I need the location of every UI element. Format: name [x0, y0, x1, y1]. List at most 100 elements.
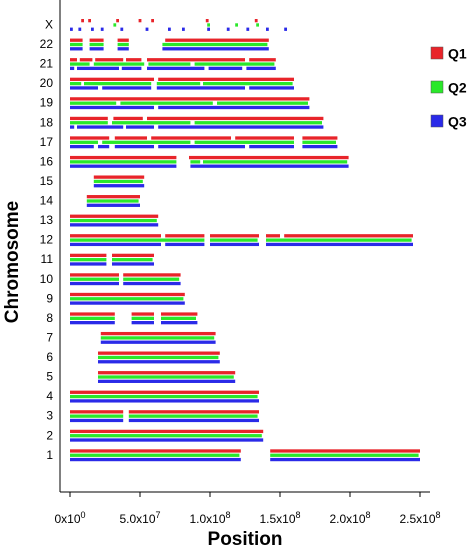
segment-chrx-q1-2: [116, 19, 119, 23]
segment-chrx-q3-8: [207, 27, 210, 31]
segment-chr6-q2-0: [98, 355, 219, 360]
segment-chr16-q2-0: [70, 160, 177, 164]
segment-chr22-q1-3: [165, 38, 269, 42]
segment-chr13-q1-0: [70, 214, 159, 218]
segment-chr20-q3-3: [249, 86, 294, 90]
segment-chr1-q2-0: [70, 453, 240, 457]
segment-chr1-q1-1: [270, 449, 420, 453]
segment-chr8-q3-1: [131, 321, 154, 325]
segment-chrx-q2-1: [207, 23, 210, 27]
chromosome-label-10: 10: [40, 272, 54, 286]
chromosome-label-20: 20: [40, 76, 54, 90]
segment-chr17-q1-2: [151, 136, 231, 140]
x-tick-exponent-4: 8: [366, 510, 371, 520]
segment-chr16-q1-1: [189, 155, 349, 160]
segment-chr12-q1-2: [210, 234, 259, 238]
segment-chrx-q1-3: [138, 19, 142, 23]
x-tick-label-5: 2.5x108: [399, 510, 440, 526]
segment-chr2-q3-0: [70, 438, 264, 442]
segment-chr17-q2-3: [302, 140, 336, 144]
segment-chrx-q3-4: [120, 27, 124, 31]
chromosome-label-12: 12: [40, 233, 54, 247]
segment-chrx-q1-1: [88, 19, 91, 23]
segment-chr12-q2-2: [266, 238, 412, 242]
chromosome-row-16: [70, 155, 349, 168]
chromosome-row-21: [70, 58, 276, 71]
segment-chr1-q2-1: [270, 453, 419, 457]
segment-chrx-q2-2: [235, 23, 238, 27]
chromosome-label-22: 22: [40, 37, 54, 51]
segment-chrx-q3-3: [100, 27, 104, 31]
segment-chr17-q2-2: [194, 140, 294, 144]
segment-chr19-q2-1: [120, 101, 213, 105]
segment-chr22-q3-2: [117, 47, 129, 51]
segment-chr16-q3-0: [70, 164, 177, 168]
segment-chr22-q2-1: [89, 42, 104, 47]
segment-chr21-q3-4: [208, 66, 243, 71]
x-tick-exponent-0: 0: [81, 510, 86, 520]
chromosome-row-18: [70, 116, 324, 129]
segment-chr8-q2-1: [131, 316, 154, 320]
segment-chr22-q2-2: [117, 42, 129, 47]
chromosome-label-3: 3: [46, 409, 53, 423]
segment-chr17-q1-3: [235, 136, 294, 140]
segment-chrx-q1-6: [254, 19, 258, 23]
segment-chr14-q3-0: [86, 203, 140, 207]
chromosome-row-20: [70, 77, 294, 90]
segment-chr8-q1-1: [131, 312, 154, 316]
x-tick-label-4: 2.0x108: [329, 510, 370, 526]
chromosome-row-15: [93, 175, 145, 188]
segment-chrx-q3-7: [182, 27, 185, 31]
segment-chr20-q3-2: [156, 86, 245, 90]
segment-chr21-q1-1: [79, 58, 93, 62]
chromosome-label-11: 11: [41, 252, 54, 266]
segment-chr12-q1-3: [266, 234, 280, 238]
segment-chr1-q3-0: [70, 457, 241, 462]
segment-chr14-q2-0: [86, 199, 139, 203]
segment-chrx-q3-11: [266, 27, 269, 31]
segment-chr2-q1-0: [70, 429, 264, 434]
segment-chr12-q3-3: [266, 242, 413, 247]
legend-swatch-q1: [430, 46, 444, 60]
segment-chr3-q1-1: [128, 410, 259, 414]
segment-chr22-q3-1: [89, 47, 104, 51]
segment-chr11-q2-1: [112, 258, 153, 262]
chromosome-label-13: 13: [40, 213, 54, 227]
segment-chr13-q2-0: [70, 218, 157, 223]
segment-chr16-q2-2: [203, 160, 348, 164]
chromosome-label-5: 5: [46, 370, 53, 384]
segment-chr21-q3-0: [70, 66, 75, 71]
chromosome-row-2: [70, 429, 264, 442]
chromosome-label-1: 1: [46, 448, 53, 462]
chromosome-label-18: 18: [40, 115, 54, 129]
chromosome-row-x: [70, 19, 287, 31]
segment-chr13-q3-0: [70, 223, 159, 227]
chromosome-label-21: 21: [40, 57, 54, 71]
segment-chrx-q3-10: [246, 27, 250, 31]
segment-chrx-q3-2: [91, 27, 94, 31]
legend: Q1 Q2 Q3: [430, 46, 467, 130]
legend-swatch-q2: [430, 80, 444, 94]
segment-chr10-q3-1: [123, 281, 181, 286]
segment-chr21-q1-0: [70, 58, 77, 62]
segment-chr18-q3-3: [158, 125, 324, 129]
segment-chr19-q2-0: [70, 101, 117, 105]
segment-chr20-q3-0: [70, 86, 98, 90]
segment-chr18-q2-0: [70, 121, 108, 125]
segment-chr4-q3-0: [70, 399, 259, 403]
segment-chr18-q1-0: [70, 116, 108, 121]
segment-chr1-q1-0: [70, 449, 241, 453]
chromosome-row-11: [70, 253, 154, 266]
segment-chr22-q1-2: [117, 38, 129, 42]
segment-chr22-q2-3: [162, 42, 268, 47]
segment-chrx-q3-6: [168, 27, 171, 31]
segment-chr10-q1-1: [123, 273, 181, 277]
chromosome-tracks: [70, 19, 420, 462]
segment-chr18-q3-0: [70, 125, 75, 129]
segment-chr19-q2-2: [217, 101, 308, 105]
segment-chr21-q1-5: [249, 58, 276, 62]
segment-chr11-q2-0: [70, 258, 107, 262]
segment-chr9-q1-0: [70, 292, 185, 297]
chromosome-row-10: [70, 273, 181, 286]
